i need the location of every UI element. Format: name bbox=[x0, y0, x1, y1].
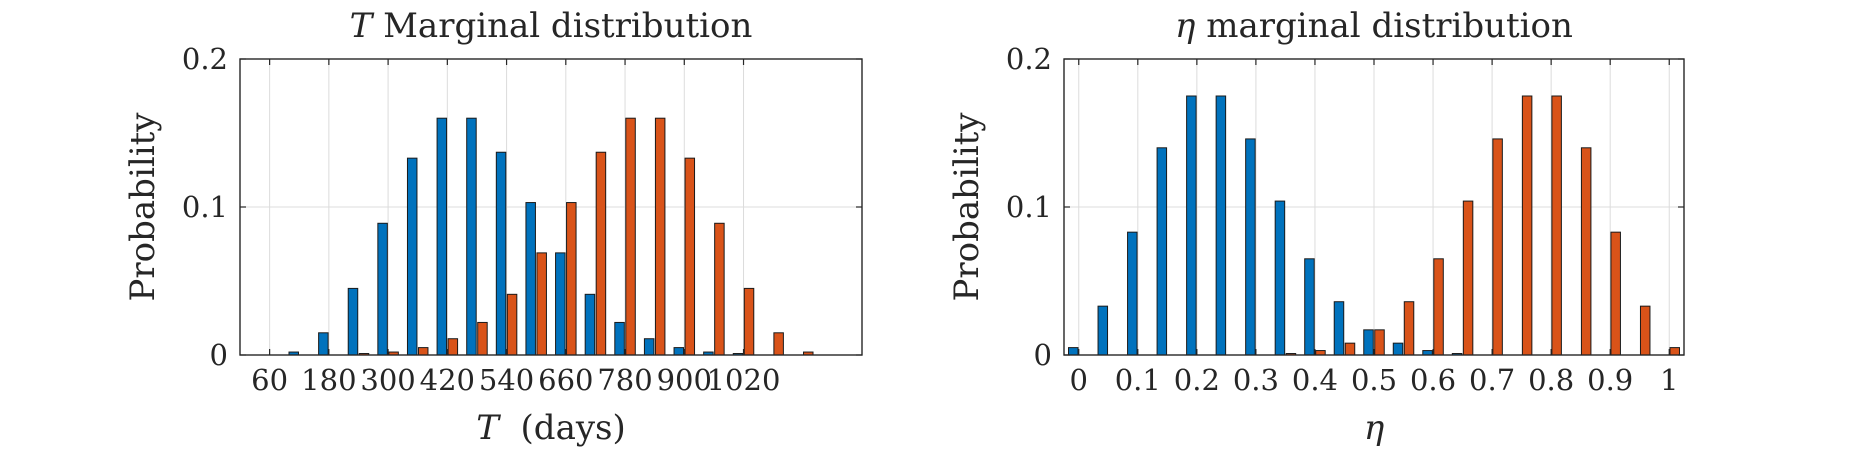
bar bbox=[743, 287, 755, 356]
x-tick-label: 420 bbox=[420, 363, 475, 397]
bar bbox=[536, 252, 547, 356]
bar bbox=[555, 252, 566, 356]
bar bbox=[1156, 147, 1168, 356]
x-tick-label: 1 bbox=[1660, 363, 1678, 397]
chart-t-marginal: T Marginal distribution T (days) Probabi… bbox=[123, 6, 863, 448]
y-tick-label: 0 bbox=[210, 338, 228, 372]
bar bbox=[1403, 301, 1415, 356]
bar bbox=[625, 117, 636, 356]
x-tick-label: 0.7 bbox=[1469, 363, 1515, 397]
bar bbox=[1521, 95, 1533, 356]
y-tick-label: 0.2 bbox=[182, 42, 228, 76]
x-tick-label: 0.9 bbox=[1587, 363, 1633, 397]
x-axis-label: η bbox=[1364, 408, 1385, 448]
bar bbox=[506, 293, 518, 356]
x-axis-label: T (days) bbox=[476, 408, 626, 448]
bar bbox=[1068, 347, 1079, 356]
bar bbox=[1610, 231, 1621, 356]
x-tick-label: 180 bbox=[301, 363, 356, 397]
y-tick-label: 0.1 bbox=[182, 190, 228, 224]
bar bbox=[1639, 305, 1651, 356]
bar bbox=[654, 117, 666, 356]
chart-title: η marginal distribution bbox=[1175, 6, 1573, 46]
bar bbox=[1274, 200, 1286, 356]
bar bbox=[1215, 95, 1227, 356]
bar bbox=[466, 117, 477, 356]
y-axis-label: Probability bbox=[947, 112, 987, 302]
x-tick-label: 0.5 bbox=[1351, 363, 1397, 397]
y-tick-label: 0 bbox=[1034, 338, 1052, 372]
x-tick-label: 660 bbox=[538, 363, 593, 397]
bar bbox=[1433, 258, 1444, 356]
bar bbox=[436, 117, 448, 356]
axes: 0 0.1 0.2 0.3 0.4 0.5 0.6 0.7 0.8 0.9 1 0 0.1 0.2 bbox=[1006, 42, 1685, 397]
bar bbox=[773, 332, 784, 356]
bar bbox=[614, 321, 625, 356]
bar bbox=[1392, 342, 1404, 356]
bar bbox=[584, 293, 596, 356]
x-tick-label: 0.6 bbox=[1410, 363, 1456, 397]
bar bbox=[1462, 200, 1474, 356]
x-tick-label: 0.4 bbox=[1292, 363, 1338, 397]
bar-series-1 bbox=[1068, 95, 1463, 356]
x-tick-label: 540 bbox=[479, 363, 534, 397]
grid-lines bbox=[240, 58, 862, 356]
x-tick-label: 1020 bbox=[707, 363, 781, 397]
bars bbox=[288, 117, 814, 356]
bar bbox=[684, 157, 696, 356]
bar-series-2 bbox=[1285, 95, 1680, 356]
bar bbox=[1186, 95, 1197, 356]
bar bbox=[1127, 231, 1138, 356]
x-tick-label: 0.8 bbox=[1528, 363, 1574, 397]
bar bbox=[495, 151, 507, 356]
x-tick-label: 900 bbox=[657, 363, 712, 397]
bar bbox=[595, 151, 607, 356]
bar bbox=[347, 287, 359, 356]
x-tick-label: 0.3 bbox=[1233, 363, 1279, 397]
chart-title: T Marginal distribution bbox=[350, 6, 753, 46]
bar-series-1 bbox=[288, 117, 744, 356]
bar bbox=[1669, 347, 1680, 356]
y-tick-label: 0.2 bbox=[1006, 42, 1052, 76]
bar bbox=[673, 347, 685, 356]
bar bbox=[1304, 258, 1315, 356]
bar bbox=[1097, 305, 1109, 356]
bar bbox=[1580, 147, 1592, 356]
bar bbox=[1245, 138, 1256, 356]
bar bbox=[406, 157, 418, 356]
bar bbox=[318, 332, 329, 356]
x-tick-label: 300 bbox=[360, 363, 415, 397]
bar bbox=[477, 321, 488, 356]
x-tick-label: 0.1 bbox=[1115, 363, 1161, 397]
x-tick-label: 60 bbox=[251, 363, 288, 397]
x-tick-label: 0 bbox=[1070, 363, 1088, 397]
bar bbox=[1333, 301, 1345, 356]
bar bbox=[377, 222, 388, 356]
bar bbox=[1374, 329, 1385, 356]
x-tick-label: 0.2 bbox=[1174, 363, 1220, 397]
bar bbox=[447, 338, 459, 356]
x-tick-label: 780 bbox=[597, 363, 652, 397]
y-axis-label: Probability bbox=[123, 112, 163, 302]
bar bbox=[1551, 95, 1562, 356]
bar bbox=[1492, 138, 1503, 356]
bar bbox=[1363, 329, 1374, 356]
bar bbox=[714, 222, 725, 356]
bar bbox=[417, 347, 429, 356]
y-tick-label: 0.1 bbox=[1006, 190, 1052, 224]
bar bbox=[566, 202, 577, 356]
bar bbox=[1344, 342, 1356, 356]
bar bbox=[643, 338, 655, 356]
bar bbox=[525, 202, 536, 356]
